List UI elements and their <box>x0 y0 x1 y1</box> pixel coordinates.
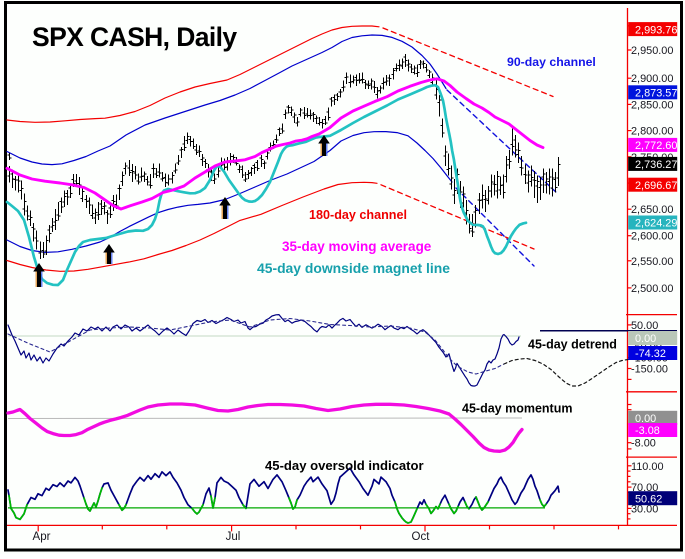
svg-text:45-day oversold indicator: 45-day oversold indicator <box>265 458 424 473</box>
svg-text:-150.00: -150.00 <box>631 364 668 376</box>
svg-text:2,600.00: 2,600.00 <box>631 231 673 243</box>
svg-text:2,873.57: 2,873.57 <box>635 88 677 100</box>
svg-text:Jul: Jul <box>226 531 241 543</box>
svg-text:2,500.00: 2,500.00 <box>631 283 673 295</box>
svg-text:SPX CASH, Daily: SPX CASH, Daily <box>32 22 237 52</box>
svg-text:0.00: 0.00 <box>635 333 656 345</box>
svg-text:110.00: 110.00 <box>631 461 664 473</box>
svg-text:2,850.00: 2,850.00 <box>631 99 673 111</box>
svg-text:45-day detrend: 45-day detrend <box>528 338 617 352</box>
svg-text:2,900.00: 2,900.00 <box>631 73 673 85</box>
svg-text:180-day channel: 180-day channel <box>309 208 407 222</box>
svg-text:2,993.76: 2,993.76 <box>635 24 677 36</box>
svg-text:-3.08: -3.08 <box>635 425 660 437</box>
svg-text:50.00: 50.00 <box>631 320 658 332</box>
svg-text:2,736.27: 2,736.27 <box>635 159 677 171</box>
svg-text:-74.32: -74.32 <box>635 348 666 360</box>
svg-text:45-day momentum: 45-day momentum <box>462 402 572 416</box>
svg-text:30.00: 30.00 <box>631 503 658 515</box>
svg-text:2,696.67: 2,696.67 <box>635 180 677 192</box>
svg-text:2,624.29: 2,624.29 <box>635 218 677 230</box>
svg-text:45-day downside magnet line: 45-day downside magnet line <box>257 260 450 276</box>
svg-text:90-day channel: 90-day channel <box>507 55 596 69</box>
svg-text:-8.00: -8.00 <box>631 438 656 450</box>
svg-text:Apr: Apr <box>33 531 51 543</box>
svg-text:Oct: Oct <box>412 531 431 543</box>
svg-text:2,800.00: 2,800.00 <box>631 126 673 138</box>
svg-text:35-day moving average: 35-day moving average <box>282 239 432 254</box>
svg-text:70.00: 70.00 <box>631 482 658 494</box>
svg-text:2,550.00: 2,550.00 <box>631 256 673 268</box>
svg-text:2,772.60: 2,772.60 <box>635 140 677 152</box>
svg-text:0.00: 0.00 <box>635 413 656 425</box>
svg-text:2,950.00: 2,950.00 <box>631 45 673 57</box>
svg-text:50.62: 50.62 <box>635 493 662 505</box>
svg-text:2,650.00: 2,650.00 <box>631 204 673 216</box>
